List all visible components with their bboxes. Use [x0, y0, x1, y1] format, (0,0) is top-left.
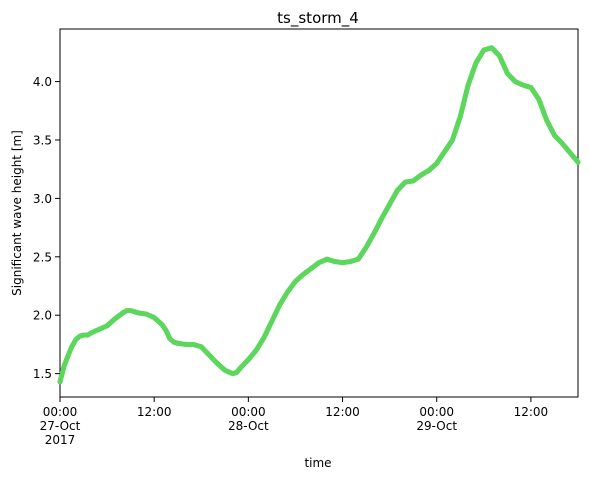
x-axis-label: time — [304, 456, 331, 470]
x-axis: 00:00 27-Oct 2017 12:00 00:00 28-Oct 12:00 00:0… — [40, 397, 549, 447]
y-axis-label: Significant wave height [m] — [10, 130, 24, 296]
x-tick-label: 12:00 — [514, 405, 549, 419]
y-tick-label: 2.5 — [33, 250, 52, 264]
x-tick-label: 00:00 29-Oct — [416, 405, 457, 433]
plot-frame — [59, 28, 579, 398]
x-tick-label: 00:00 28-Oct — [228, 405, 269, 433]
chart-title: ts_storm_4 — [277, 9, 359, 28]
y-axis: 1.5 2.0 2.5 3.0 3.5 4.0 — [33, 75, 60, 381]
data-point — [575, 159, 581, 165]
x-tick-label: 00:00 27-Oct 2017 — [40, 405, 81, 447]
x-tick-label: 12:00 — [325, 405, 360, 419]
data-layer — [57, 45, 581, 385]
y-tick-label: 2.0 — [33, 309, 52, 323]
y-tick-label: 4.0 — [33, 75, 52, 89]
y-tick-label: 1.5 — [33, 367, 52, 381]
plot-area — [57, 28, 581, 398]
x-tick-label: 12:00 — [137, 405, 172, 419]
y-tick-label: 3.0 — [33, 192, 52, 206]
y-tick-label: 3.5 — [33, 133, 52, 147]
